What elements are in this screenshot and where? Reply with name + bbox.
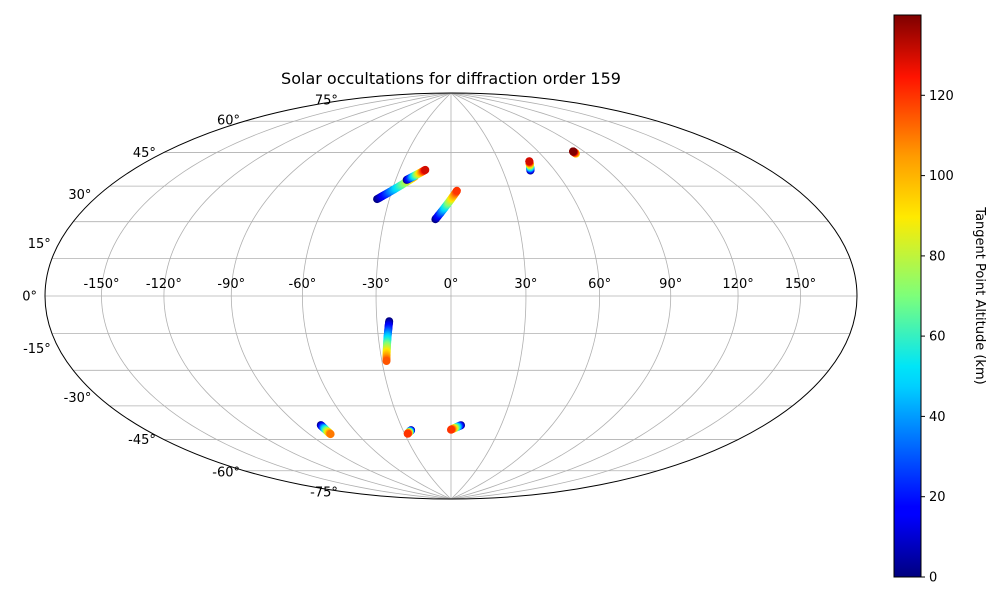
occultation-point <box>382 357 391 365</box>
longitude-tick-label: 120° <box>722 277 753 292</box>
occultation-track <box>402 165 430 184</box>
colorbar: 0 20 40 60 80 100 120 Tangent Point Altitude (… <box>893 14 987 586</box>
colorbar-tick-label: 60 <box>929 330 946 345</box>
occultation-points <box>316 147 580 439</box>
colorbar-tick-label: 80 <box>929 249 946 264</box>
longitude-gridline <box>375 93 452 499</box>
occultation-point <box>525 157 534 166</box>
longitude-tick-label: 60° <box>588 277 611 292</box>
occultation-track <box>525 157 535 175</box>
longitude-tick-label: -60° <box>289 277 317 292</box>
occultation-track <box>447 421 465 434</box>
latitude-tick-label: 45° <box>133 146 156 161</box>
map-boundary <box>44 92 858 500</box>
longitude-gridline <box>450 93 601 499</box>
longitude-tick-label: -150° <box>83 277 119 292</box>
occultation-point <box>447 425 455 434</box>
colorbar-ticks: 0 20 40 60 80 100 120 <box>921 89 954 586</box>
colorbar-tick-label: 100 <box>929 169 954 184</box>
occultation-point <box>569 147 578 156</box>
occultation-track <box>403 426 416 438</box>
longitude-gridline <box>450 93 801 499</box>
occultation-track <box>431 186 461 224</box>
longitude-gridline <box>230 93 452 499</box>
latitude-tick-label: 75° <box>315 93 338 108</box>
occultation-point <box>452 186 461 195</box>
colorbar-gradient <box>893 14 922 578</box>
longitude-gridline <box>450 93 672 499</box>
occultation-track <box>382 317 394 365</box>
longitude-tick-label: -120° <box>146 277 182 292</box>
latitude-tick-label: -30° <box>64 391 92 406</box>
latitude-tick-label: -15° <box>23 342 51 357</box>
longitude-tick-label: -30° <box>362 277 390 292</box>
longitude-tick-label: 30° <box>514 277 537 292</box>
latitude-tick-label: -45° <box>128 433 156 448</box>
latitude-tick-label: 30° <box>68 188 91 203</box>
longitude-tick-labels: -150° -120° -90° -60° -30° 0° 30° 60° 90° 120° 150… <box>83 277 816 292</box>
colorbar-label: Tangent Point Altitude (km) <box>972 206 987 384</box>
colorbar-tick-label: 120 <box>929 89 954 104</box>
longitude-tick-label: -90° <box>217 277 245 292</box>
occultation-point <box>421 165 430 174</box>
colorbar-tick-label: 40 <box>929 410 946 425</box>
latitude-tick-label: 15° <box>28 237 51 252</box>
latitude-tick-labels: -75° -60° -45° -30° -15° 0° 15° 30° 45° 60° 75° <box>22 93 338 500</box>
chart-title: Solar occultations for diffraction order… <box>281 69 621 88</box>
longitude-gridline <box>450 93 739 499</box>
longitude-gridline <box>163 93 452 499</box>
occultation-track <box>569 147 580 158</box>
occultation-point <box>326 430 335 439</box>
longitude-gridline <box>301 93 452 499</box>
latitude-tick-label: 60° <box>217 114 240 129</box>
longitude-tick-label: 0° <box>444 277 459 292</box>
longitude-tick-label: 90° <box>659 277 682 292</box>
occultation-point <box>403 429 412 438</box>
latitude-tick-label: -60° <box>212 465 240 480</box>
longitude-gridline <box>450 93 527 499</box>
longitude-tick-label: 150° <box>785 277 816 292</box>
occultation-track <box>316 421 335 439</box>
latitude-tick-label: 0° <box>22 290 37 305</box>
longitude-gridline <box>101 93 452 499</box>
latitude-tick-label: -75° <box>310 486 338 501</box>
colorbar-tick-label: 20 <box>929 490 946 505</box>
colorbar-tick-label: 0 <box>929 571 937 586</box>
